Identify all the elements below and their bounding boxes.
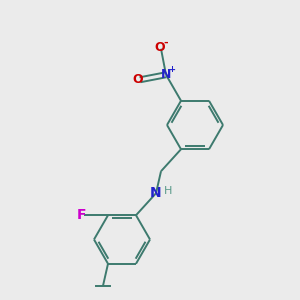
Text: +: + <box>169 65 176 74</box>
Text: N: N <box>150 186 162 200</box>
Text: O: O <box>155 41 165 54</box>
Text: O: O <box>133 73 143 86</box>
Text: H: H <box>164 186 172 196</box>
Text: -: - <box>164 38 168 48</box>
Text: F: F <box>76 208 86 222</box>
Text: N: N <box>161 68 171 81</box>
